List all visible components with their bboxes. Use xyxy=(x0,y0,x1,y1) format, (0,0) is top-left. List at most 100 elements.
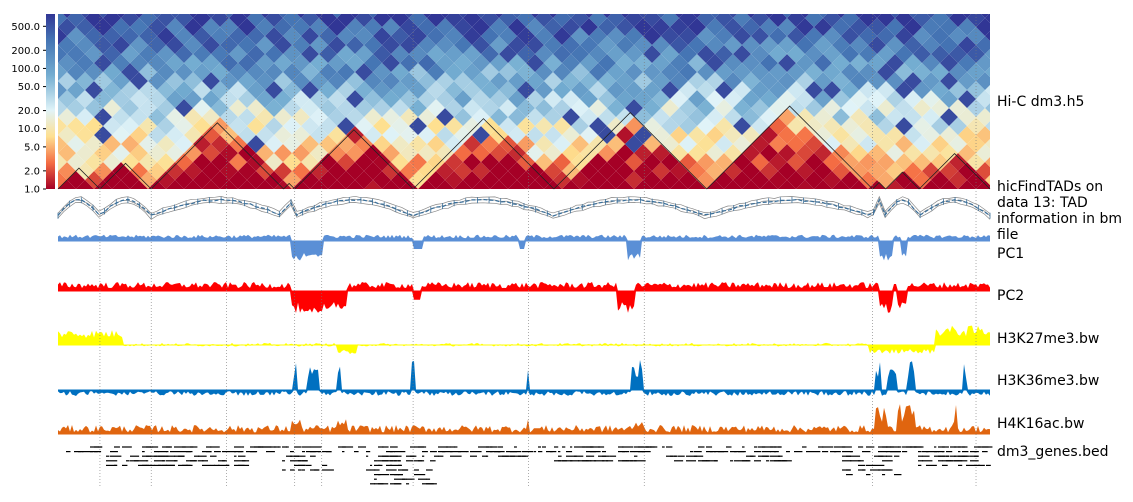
hic-cell xyxy=(945,14,953,18)
hic-cell xyxy=(562,180,580,189)
hic-cell xyxy=(315,14,323,18)
hic-cell xyxy=(787,14,805,27)
hic-cell xyxy=(495,14,503,18)
hic-cell xyxy=(297,14,305,18)
hic-cell xyxy=(211,14,229,27)
tad-triangle xyxy=(412,118,555,190)
hic-cell xyxy=(976,36,990,54)
hic-cell xyxy=(58,153,67,171)
hic-cell xyxy=(981,14,989,18)
hic-cell xyxy=(643,14,661,27)
tad-score-track xyxy=(57,195,991,220)
hic-cell xyxy=(585,14,593,18)
hic-cell xyxy=(99,14,107,18)
hic-cell xyxy=(706,180,724,189)
hic-cell xyxy=(517,14,535,27)
hic-heatmap xyxy=(58,14,990,189)
tad-triangles xyxy=(57,105,991,190)
signal-positive xyxy=(58,234,990,241)
hic-cell xyxy=(459,14,467,18)
hic-cell xyxy=(490,180,508,189)
hic-cell xyxy=(976,90,990,108)
hic-cell xyxy=(549,14,557,18)
hic-cell xyxy=(553,14,571,27)
hic-cell xyxy=(189,14,197,18)
hic-cell xyxy=(405,14,413,18)
hic-cell xyxy=(886,180,904,189)
tad-score-line xyxy=(57,201,991,220)
tad-score-line xyxy=(57,198,991,217)
hic-cell xyxy=(112,180,130,189)
signal-positive xyxy=(58,404,990,434)
hic-cell xyxy=(922,180,940,189)
hic-cell xyxy=(949,14,967,27)
hic-cell xyxy=(598,180,616,189)
hic-cell xyxy=(58,45,67,63)
hic-cell xyxy=(976,18,990,36)
h4k16ac-track xyxy=(58,404,990,435)
hic-cell xyxy=(463,14,481,27)
hic-cell xyxy=(103,14,121,27)
hic-cell xyxy=(337,14,355,27)
colorbar-tick-label: 20.0 xyxy=(18,106,40,117)
hic-cell xyxy=(940,180,958,189)
hic-cell xyxy=(963,14,971,18)
track-label-h4k16ac: H4K16ac.bw xyxy=(997,416,1085,432)
tad-triangle xyxy=(553,112,707,190)
signal-negative xyxy=(58,390,990,396)
tad-triangle xyxy=(918,153,991,190)
colorbar-tick-label: 1.0 xyxy=(24,185,40,196)
hic-cell xyxy=(333,14,341,18)
hic-cell xyxy=(445,14,463,27)
hic-cell xyxy=(391,14,409,27)
hic-cell xyxy=(769,14,787,27)
hic-cell xyxy=(976,162,990,180)
hic-cell xyxy=(958,180,976,189)
hic-cell xyxy=(747,14,755,18)
hic-cell xyxy=(472,180,490,189)
colorbar-ticks: 500.0 200.0 100.0 50.0 20.0 10.0 5.0 2.0 1.0 xyxy=(11,22,46,196)
hic-cell xyxy=(571,14,589,27)
hic-cell xyxy=(832,180,850,189)
h3k27me3-track xyxy=(58,325,990,354)
hic-cell xyxy=(688,180,706,189)
hic-cell xyxy=(274,180,292,189)
track-label-hic: Hi-C dm3.h5 xyxy=(997,94,1084,110)
hic-cell xyxy=(454,180,472,189)
boundary-lines xyxy=(99,14,977,488)
hic-cell xyxy=(207,14,215,18)
tad-triangle xyxy=(99,162,152,190)
hic-cell xyxy=(976,54,990,72)
hic-cell xyxy=(225,14,233,18)
colorbar-tick-label: 50.0 xyxy=(18,82,40,93)
pc2-track xyxy=(58,282,990,313)
hic-cell xyxy=(621,14,629,18)
hic-cell xyxy=(409,14,427,27)
hic-cell xyxy=(513,14,521,18)
hic-cell xyxy=(81,14,89,18)
hic-cell xyxy=(931,14,949,27)
hic-cell xyxy=(837,14,845,18)
signal-positive xyxy=(58,325,990,345)
svg-text:data 13: TAD: data 13: TAD xyxy=(997,195,1088,211)
hic-cell xyxy=(76,180,94,189)
hic-cell xyxy=(58,27,67,45)
hic-cell xyxy=(202,180,220,189)
hic-cell xyxy=(616,180,634,189)
hic-cell xyxy=(130,180,148,189)
hic-cell xyxy=(909,14,917,18)
hic-cell xyxy=(729,14,737,18)
hic-cell xyxy=(477,14,485,18)
hic-cell xyxy=(976,72,990,90)
hic-cell xyxy=(220,180,238,189)
hic-cell xyxy=(346,180,364,189)
hic-cell xyxy=(481,14,499,27)
hic-cell xyxy=(679,14,697,27)
hic-cell xyxy=(229,14,247,27)
hic-cell xyxy=(58,171,67,189)
hic-cell xyxy=(58,14,67,27)
hic-cell xyxy=(783,14,791,18)
hic-cell xyxy=(639,14,647,18)
hic-cell xyxy=(675,14,683,18)
hic-cell xyxy=(67,14,85,27)
